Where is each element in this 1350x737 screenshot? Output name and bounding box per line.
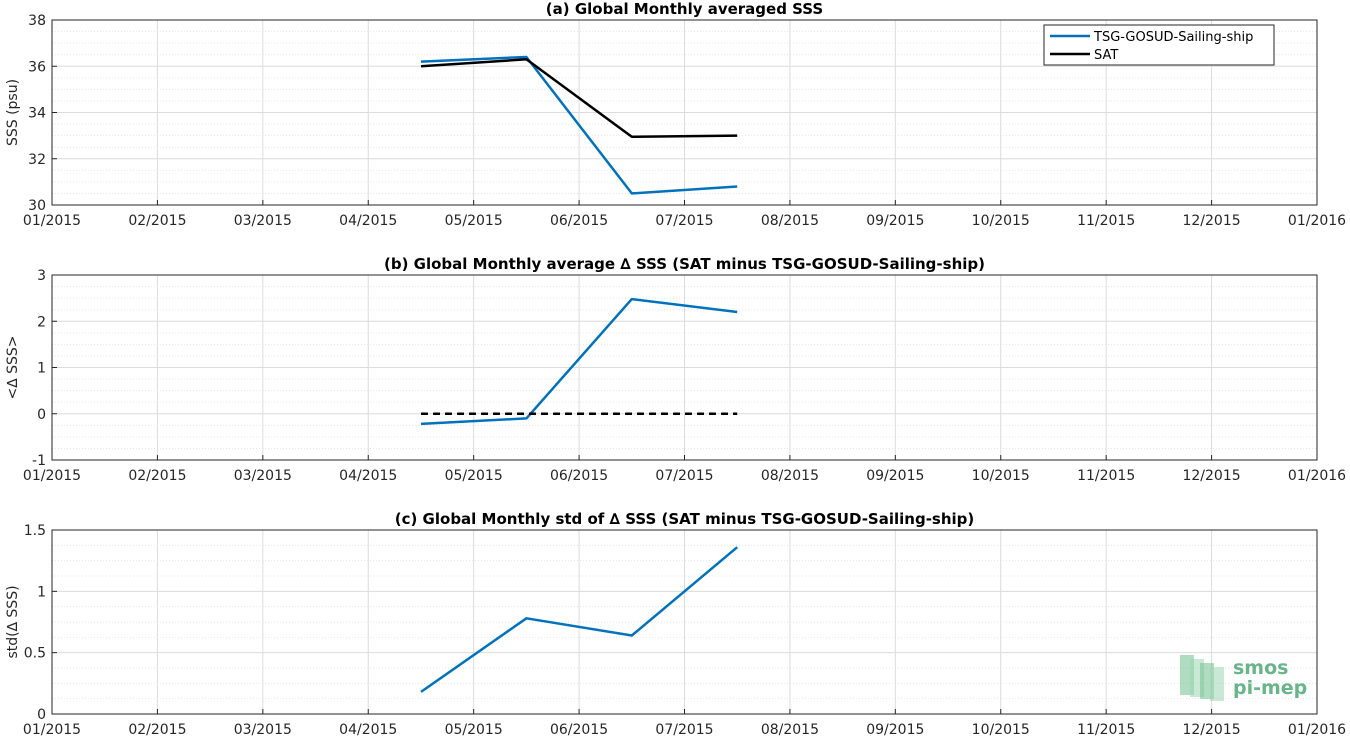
x-tick-label: 01/2015 [23,213,81,229]
x-tick-label: 07/2015 [655,468,713,484]
x-tick-label: 10/2015 [972,213,1030,229]
x-tick-label: 09/2015 [866,468,924,484]
x-tick-label: 09/2015 [866,722,924,737]
x-tick-label: 12/2015 [1182,722,1240,737]
x-tick-label: 11/2015 [1077,468,1135,484]
y-tick-label: 1 [37,361,46,377]
x-tick-label: 03/2015 [234,722,292,737]
x-tick-label: 12/2015 [1182,468,1240,484]
x-tick-label: 04/2015 [339,722,397,737]
chart-title: (b) Global Monthly average ∆ SSS (SAT mi… [384,255,985,273]
x-tick-label: 06/2015 [550,468,608,484]
y-tick-label: 1 [37,584,46,600]
logo-panel-shape [1210,667,1224,701]
x-tick-label: 03/2015 [234,213,292,229]
x-tick-label: 06/2015 [550,722,608,737]
y-tick-label: 30 [28,198,46,214]
logo-line2: pi-mep [1233,677,1307,699]
x-tick-label: 07/2015 [655,722,713,737]
x-tick-label: 08/2015 [761,468,819,484]
series-line-0 [420,297,738,426]
x-tick-label: 09/2015 [866,213,924,229]
y-axis-label: <∆ SSS> [5,336,21,400]
x-tick-label: 08/2015 [761,722,819,737]
x-tick-label: 01/2015 [23,722,81,737]
y-tick-label: 34 [28,106,46,122]
x-tick-label: 05/2015 [445,213,503,229]
x-tick-label: 05/2015 [445,468,503,484]
legend-entry: SAT [1094,48,1118,63]
y-tick-label: 0 [37,707,46,723]
x-tick-label: 08/2015 [761,213,819,229]
x-tick-label: 10/2015 [972,722,1030,737]
x-tick-label: 10/2015 [972,468,1030,484]
y-tick-label: 36 [28,59,46,75]
panel-c: 01/2015 02/2015 03/2015 04/2015 05/2015 06/20… [5,510,1346,737]
x-tick-label: 05/2015 [445,722,503,737]
chart-title: (a) Global Monthly averaged SSS [546,0,823,18]
x-tick-label: 04/2015 [339,468,397,484]
y-tick-label: 2 [37,314,46,330]
series-line-0 [420,546,739,693]
x-tick-label: 01/2016 [1288,468,1346,484]
legend-entry: TSG-GOSUD-Sailing-ship [1093,30,1253,45]
x-tick-label: 04/2015 [339,213,397,229]
legend-box [1043,24,1275,66]
y-tick-label: 32 [28,152,46,168]
y-tick-label: 38 [28,13,46,29]
panel-a: 01/2015 02/2015 03/2015 04/2015 05/2015 06/20… [5,0,1346,229]
logo-line1: smos [1233,657,1288,679]
y-tick-label: 0 [37,407,46,423]
chart-title: (c) Global Monthly std of ∆ SSS (SAT min… [395,510,975,528]
series-line-sat [420,58,738,139]
series-line-tsg-gosud-sailing-ship [420,55,738,195]
x-tick-label: 02/2015 [128,722,186,737]
x-tick-label: 01/2015 [23,468,81,484]
panel-b: 01/2015 02/2015 03/2015 04/2015 05/2015 06/20… [5,255,1346,484]
legend: TSG-GOSUD-Sailing-ship SAT [1043,24,1275,66]
x-tick-label: 07/2015 [655,213,713,229]
x-tick-label: 02/2015 [128,213,186,229]
x-tick-label: 01/2016 [1288,722,1346,737]
y-tick-label: 0.5 [24,646,46,662]
x-tick-label: 02/2015 [128,468,186,484]
y-tick-label: 3 [37,268,46,284]
y-axis-label: SSS (psu) [5,79,21,146]
y-tick-label: 1.5 [24,523,46,539]
y-axis-label: std(∆ SSS) [5,585,21,658]
x-tick-label: 12/2015 [1182,213,1240,229]
y-tick-label: -1 [32,453,46,469]
x-tick-label: 06/2015 [550,213,608,229]
x-tick-label: 01/2016 [1288,213,1346,229]
x-tick-label: 11/2015 [1077,722,1135,737]
x-tick-label: 11/2015 [1077,213,1135,229]
x-tick-label: 03/2015 [234,468,292,484]
